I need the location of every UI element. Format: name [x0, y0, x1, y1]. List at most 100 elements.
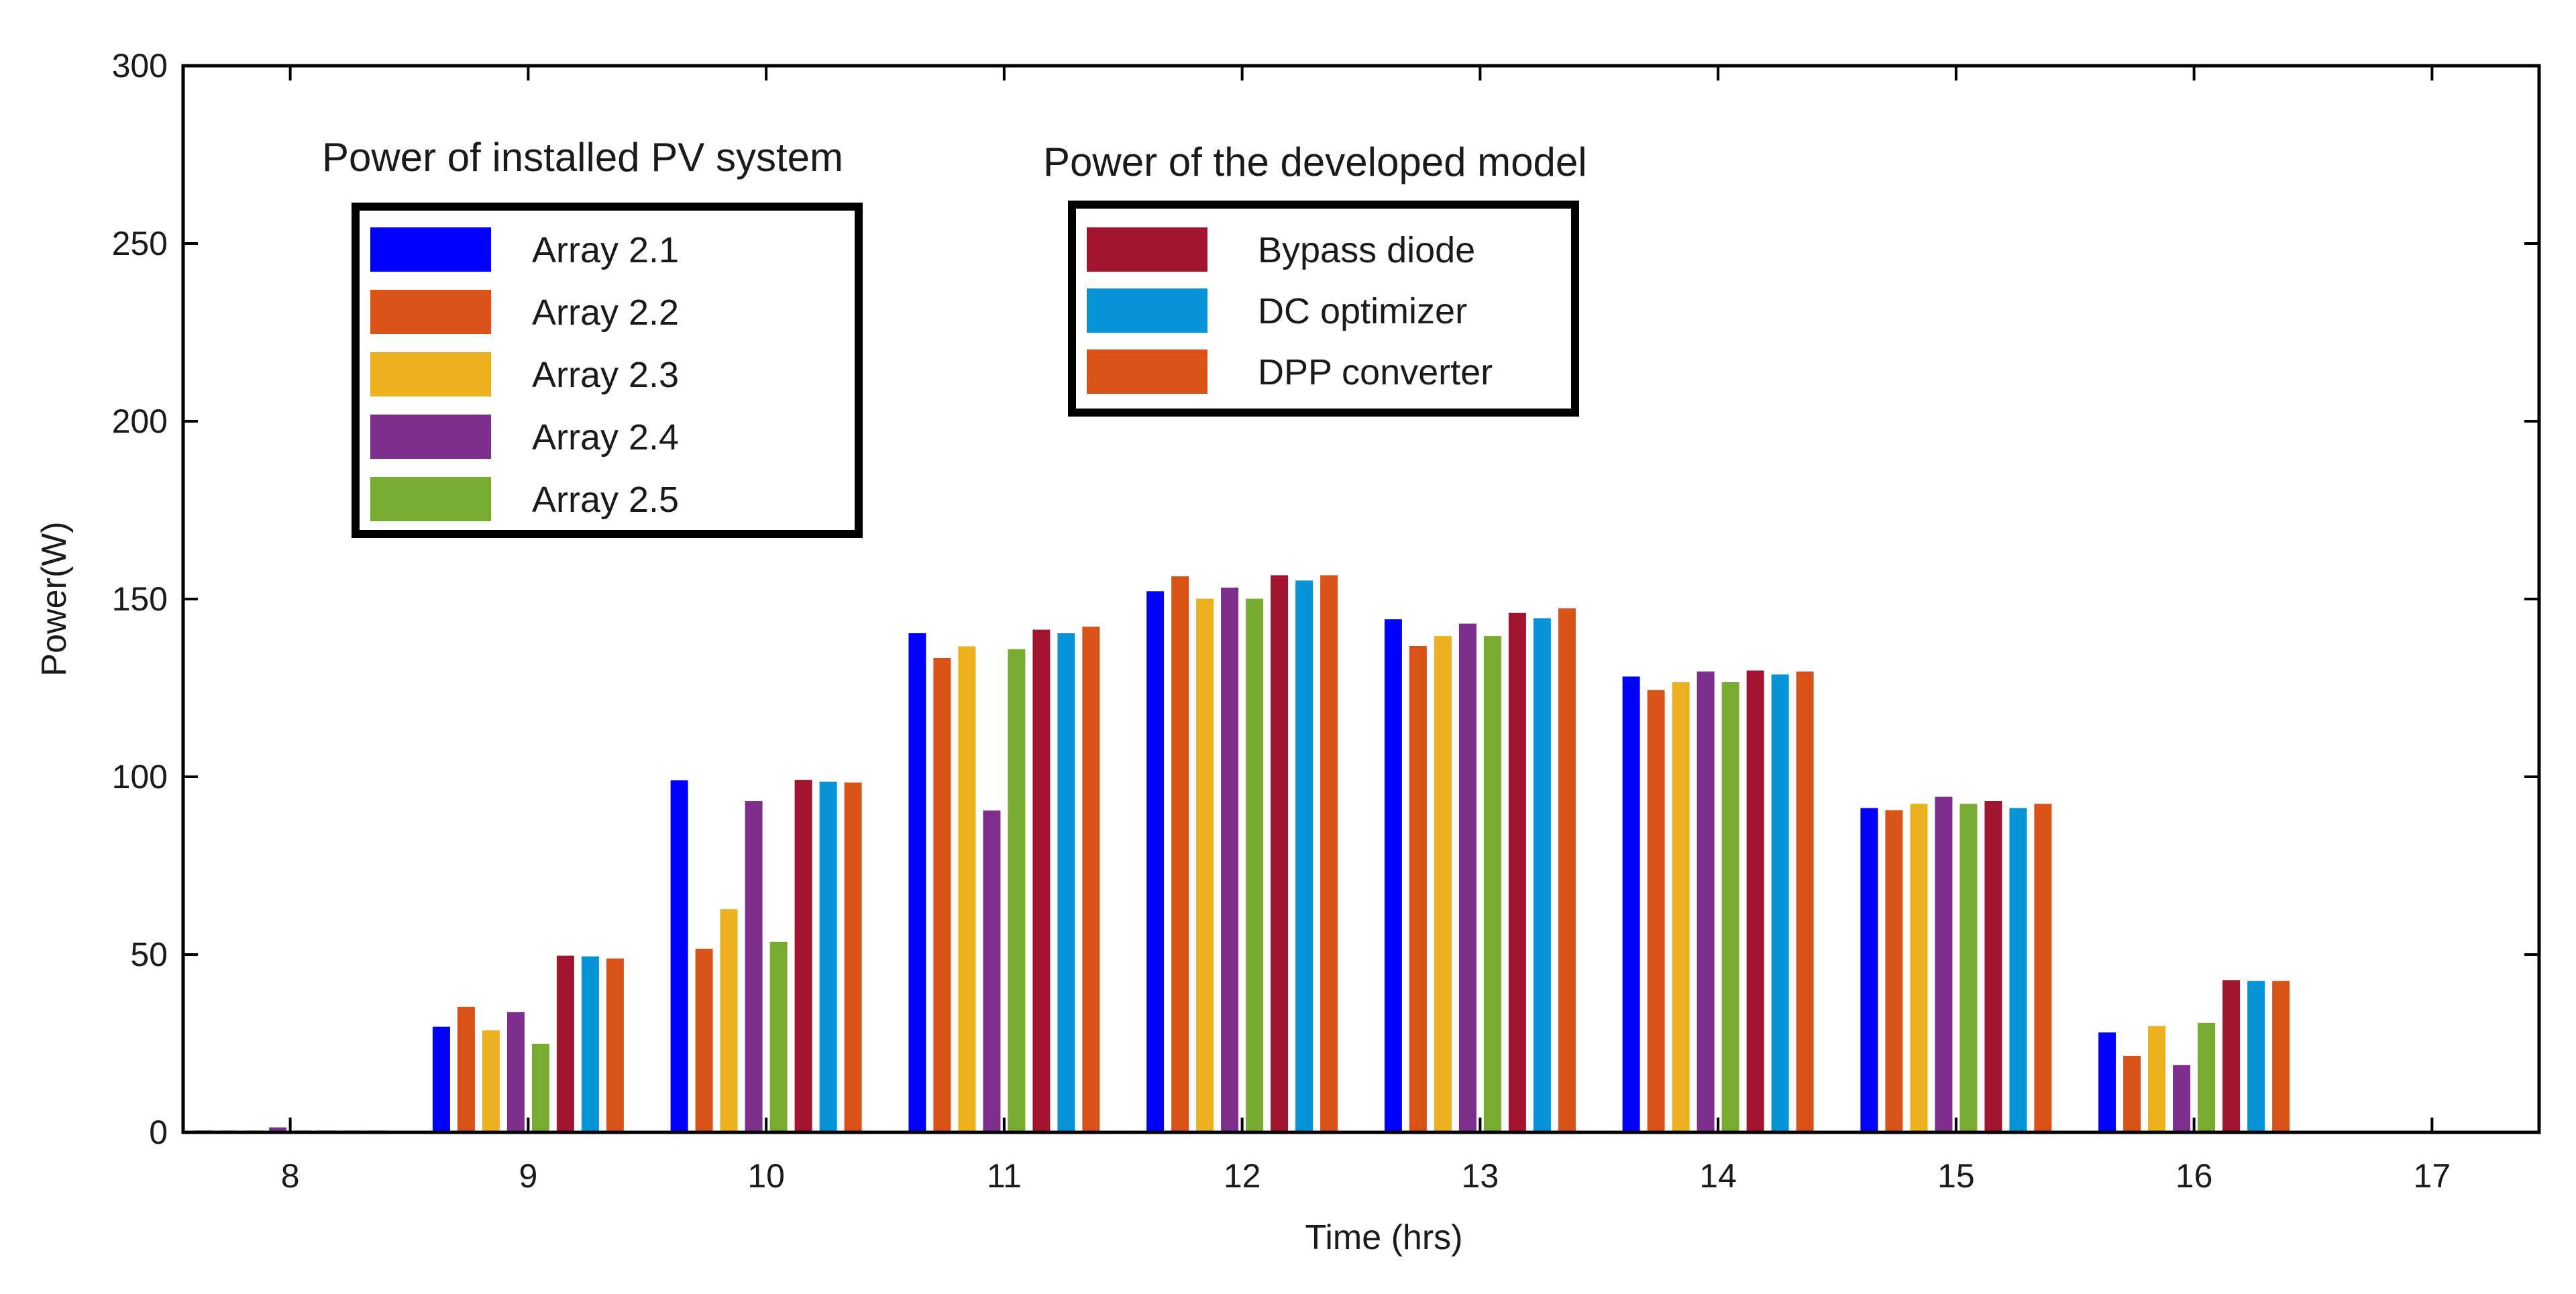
- bar-bypass-diode-11: [1032, 629, 1051, 1132]
- bar-array-2-3-16: [2148, 1026, 2166, 1132]
- y-tick-label-50: 50: [130, 936, 168, 973]
- bars-layer: [195, 575, 2290, 1132]
- bar-dpp-converter-16: [2272, 981, 2290, 1132]
- legend-label: DPP converter: [1258, 352, 1493, 392]
- bar-array-2-2-15: [1885, 810, 1903, 1132]
- legend-label: Array 2.5: [532, 480, 679, 520]
- legend-label: Array 2.4: [532, 417, 679, 457]
- bar-dc-optimizer-10: [819, 781, 837, 1132]
- bar-array-2-5-10: [769, 941, 788, 1132]
- bar-bypass-diode-10: [794, 779, 812, 1132]
- y-tick-label-150: 150: [112, 580, 168, 618]
- x-tick-label-17: 17: [2414, 1157, 2451, 1195]
- bar-array-2-4-8: [269, 1127, 287, 1132]
- bar-array-2-1-16: [2098, 1032, 2116, 1132]
- bar-dpp-converter-12: [1320, 575, 1338, 1132]
- bar-array-2-3-15: [1910, 804, 1928, 1132]
- bar-array-2-4-10: [745, 801, 763, 1132]
- bar-array-2-3-12: [1196, 598, 1214, 1132]
- x-tick-label-15: 15: [1937, 1157, 1975, 1195]
- legend-label: Array 2.3: [532, 355, 679, 395]
- bar-array-2-2-13: [1409, 646, 1427, 1132]
- bar-dpp-converter-11: [1082, 627, 1100, 1132]
- legend-swatch: [1087, 227, 1208, 272]
- bar-array-2-1-10: [670, 780, 688, 1132]
- bar-array-2-1-15: [1860, 808, 1878, 1132]
- x-tick-label-16: 16: [2176, 1157, 2213, 1195]
- legend-label: Array 2.1: [532, 230, 679, 270]
- bar-array-2-4-16: [2173, 1065, 2191, 1132]
- bar-array-2-5-16: [2198, 1022, 2216, 1132]
- legend-1: Power of installed PV system Array 2.1 Arr…: [322, 135, 863, 538]
- bar-bypass-diode-16: [2222, 980, 2241, 1132]
- legend-label: Array 2.2: [532, 292, 679, 333]
- legend-swatch: [1087, 349, 1208, 394]
- bar-array-2-4-9: [506, 1012, 525, 1132]
- x-axis-title: Time (hrs): [1305, 1218, 1463, 1257]
- bar-bypass-diode-14: [1746, 670, 1764, 1132]
- bar-dc-optimizer-13: [1533, 618, 1551, 1132]
- x-tick-label-13: 13: [1462, 1157, 1499, 1195]
- legend-2: Power of the developed model Bypass diode…: [1043, 140, 1587, 417]
- y-tick-label-300: 300: [112, 47, 168, 85]
- bar-array-2-4-15: [1935, 796, 1953, 1132]
- bar-bypass-diode-12: [1271, 575, 1289, 1132]
- bar-dc-optimizer-14: [1771, 674, 1789, 1132]
- y-tick-label-100: 100: [112, 758, 168, 796]
- x-tick-label-12: 12: [1224, 1157, 1261, 1195]
- bar-bypass-diode-13: [1508, 612, 1526, 1132]
- bar-array-2-4-13: [1458, 623, 1477, 1132]
- bar-array-2-1-13: [1384, 619, 1402, 1132]
- bar-dc-optimizer-11: [1057, 633, 1075, 1132]
- x-tick-label-10: 10: [747, 1157, 785, 1195]
- bar-dc-optimizer-15: [2009, 808, 2027, 1132]
- bar-array-2-1-14: [1622, 676, 1640, 1132]
- bar-bypass-diode-15: [1984, 801, 2002, 1132]
- legend-swatch: [370, 477, 491, 521]
- bar-array-2-3-9: [482, 1030, 500, 1132]
- y-tick-label-250: 250: [112, 225, 168, 262]
- bar-array-2-3-14: [1672, 682, 1690, 1132]
- legend-label: DC optimizer: [1258, 291, 1467, 331]
- bar-dpp-converter-15: [2034, 804, 2052, 1132]
- legend-title: Power of installed PV system: [322, 135, 843, 180]
- bar-array-2-4-12: [1221, 588, 1239, 1132]
- bar-array-2-2-9: [457, 1006, 475, 1132]
- bar-bypass-diode-9: [556, 955, 574, 1132]
- y-axis-title: Power(W): [35, 521, 74, 676]
- bar-dpp-converter-10: [844, 782, 862, 1132]
- bar-array-2-1-9: [432, 1026, 450, 1132]
- x-tick-label-8: 8: [281, 1157, 300, 1195]
- bar-array-2-4-11: [983, 810, 1001, 1132]
- legend-layer: Power of installed PV system Array 2.1 Arr…: [322, 135, 1587, 538]
- bar-array-2-5-11: [1008, 649, 1026, 1132]
- bar-array-2-5-12: [1246, 598, 1264, 1132]
- bar-dc-optimizer-9: [581, 956, 599, 1132]
- x-tick-label-9: 9: [519, 1157, 537, 1195]
- bar-array-2-1-11: [908, 633, 926, 1132]
- bar-array-2-5-15: [1960, 804, 1978, 1132]
- legend-label: Bypass diode: [1258, 230, 1475, 270]
- legend-swatch: [370, 415, 491, 459]
- bar-array-2-2-14: [1647, 690, 1665, 1132]
- bar-dpp-converter-9: [606, 958, 624, 1132]
- x-tick-label-14: 14: [1699, 1157, 1737, 1195]
- legend-swatch: [370, 227, 491, 272]
- bar-array-2-3-13: [1434, 636, 1452, 1132]
- bar-dpp-converter-13: [1558, 608, 1576, 1132]
- legend-title: Power of the developed model: [1043, 140, 1587, 184]
- ticks-layer: 8 9 10 11 12 13 14 15 16 17 0 50 100 150 200 250 300: [112, 47, 2539, 1195]
- y-tick-label-0: 0: [149, 1114, 168, 1151]
- legend-swatch: [370, 352, 491, 396]
- bar-array-2-1-12: [1146, 591, 1165, 1132]
- bar-array-2-2-10: [695, 949, 713, 1132]
- bar-array-2-2-12: [1171, 576, 1189, 1132]
- bar-dc-optimizer-12: [1295, 580, 1313, 1132]
- bar-array-2-5-14: [1721, 682, 1739, 1132]
- bar-dpp-converter-14: [1796, 671, 1814, 1132]
- bar-array-2-3-11: [958, 646, 976, 1132]
- bar-array-2-5-9: [531, 1044, 549, 1132]
- bar-array-2-2-11: [933, 658, 951, 1132]
